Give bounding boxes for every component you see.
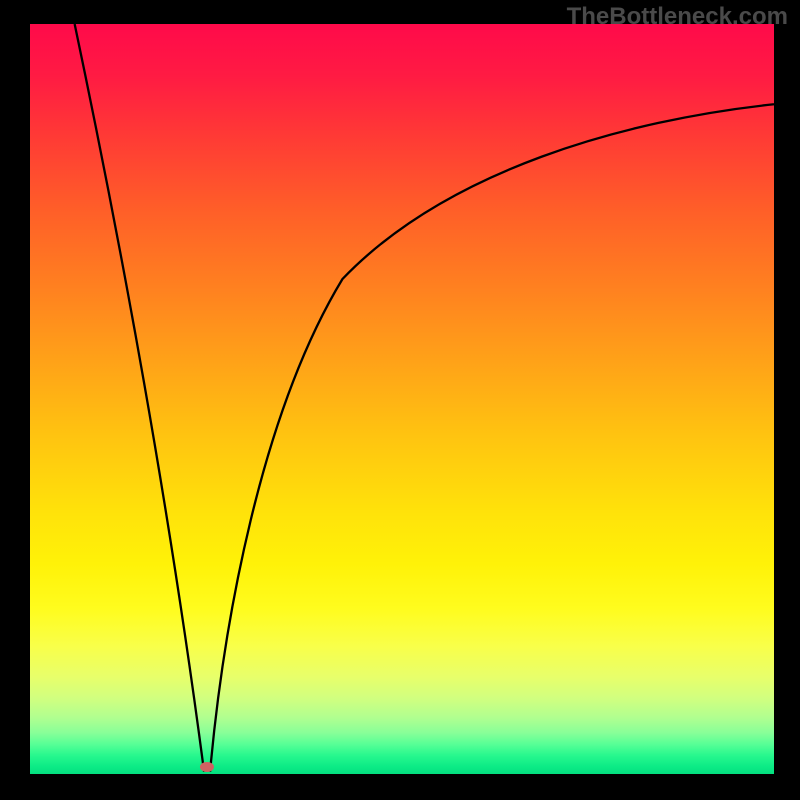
gradient-background	[30, 24, 774, 774]
curve-layer	[30, 24, 774, 774]
plot-area	[30, 24, 774, 774]
chart-frame: TheBottleneck.com	[0, 0, 800, 800]
watermark-text: TheBottleneck.com	[567, 3, 788, 31]
